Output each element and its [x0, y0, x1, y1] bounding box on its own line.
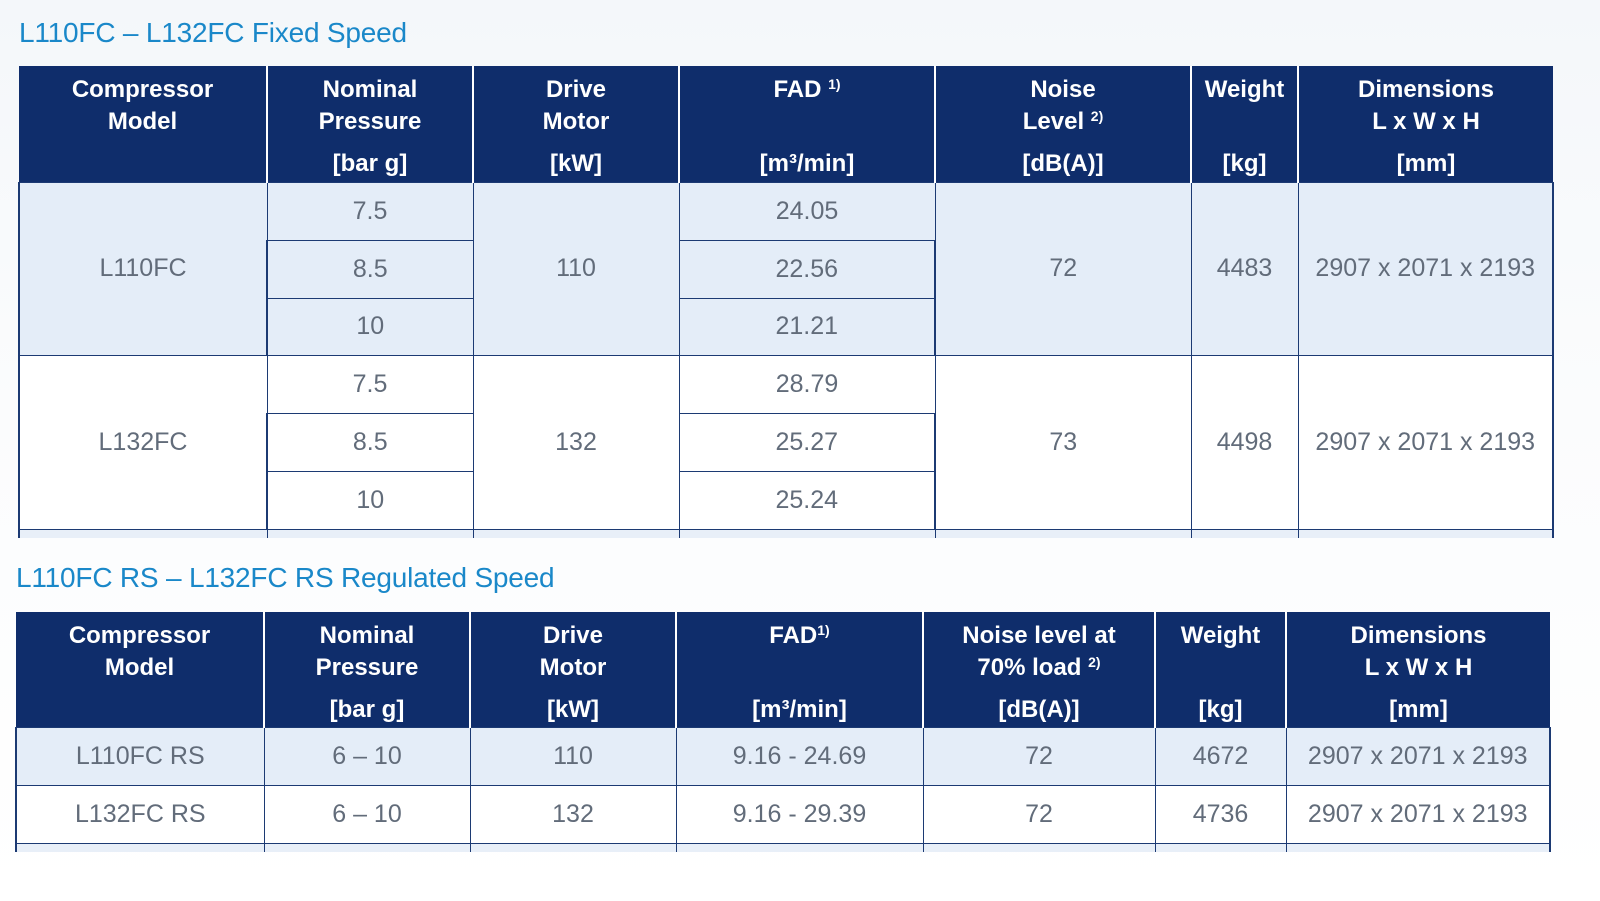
- pressure-cell: 8.5: [266, 239, 474, 299]
- table-row: L132FC RS 6 – 10 132 9.16 - 29.39 72 473…: [15, 784, 1551, 844]
- noise-cell: 72: [922, 726, 1156, 786]
- header-noise-level: Noise level at 70% load 2) [dB(A)]: [922, 612, 1156, 727]
- header-compressor-model: Compressor Model: [16, 612, 265, 727]
- fad-cell: 9.16 - 29.39: [675, 784, 924, 844]
- pressure-cell: 6 – 10: [263, 726, 471, 786]
- fad-cell: 28.79: [678, 354, 936, 414]
- motor-cell: 132: [469, 784, 677, 844]
- noise-cell: 72: [934, 181, 1192, 356]
- fad-cell: 9.16 - 24.69: [675, 726, 924, 786]
- dimensions-cell: 2907 x 2071 x 2193: [1297, 181, 1554, 356]
- header-drive-motor: Drive Motor [kW]: [472, 66, 680, 182]
- header-fad: FAD 1) [m³/min]: [678, 66, 936, 182]
- pressure-cell: 7.5: [266, 181, 474, 241]
- dimensions-cell: 2907 x 2071 x 2193: [1285, 726, 1551, 786]
- table-row-cut-off: [15, 842, 1551, 852]
- footnote-marker: 2): [1090, 108, 1104, 124]
- pressure-cell: 10: [266, 470, 474, 530]
- header-dimensions: Dimensions L x W x H [mm]: [1297, 66, 1553, 182]
- motor-cell: 110: [472, 181, 680, 356]
- footnote-marker: 1): [828, 76, 841, 92]
- weight-cell: 4498: [1190, 354, 1299, 530]
- fixed-speed-table: Compressor Model Nominal Pressure [bar g…: [18, 66, 1554, 538]
- table-row: L132FC 7.5 132 28.79 73 4498 2907 x 2071…: [18, 354, 1554, 530]
- fad-cell: 25.27: [678, 412, 936, 472]
- header-nominal-pressure: Nominal Pressure [bar g]: [266, 66, 474, 182]
- header-weight: Weight [kg]: [1190, 66, 1299, 182]
- table-row: L110FC 7.5 110 24.05 72 4483 2907 x 2071…: [18, 181, 1554, 356]
- table-row: L110FC RS 6 – 10 110 9.16 - 24.69 72 467…: [15, 726, 1551, 786]
- model-cell: L132FC: [18, 354, 268, 530]
- table-row-cut-off: [18, 528, 1554, 538]
- header-fad: FAD1) [m³/min]: [675, 612, 924, 727]
- motor-cell: 132: [472, 354, 680, 530]
- weight-cell: 4483: [1190, 181, 1299, 356]
- header-compressor-model: Compressor Model: [19, 66, 268, 182]
- header-drive-motor: Drive Motor [kW]: [469, 612, 677, 727]
- table-row: 8.5 22.56: [19, 239, 1553, 299]
- table-row: 8.5 25.27: [19, 412, 1553, 472]
- weight-cell: 4672: [1154, 726, 1287, 786]
- noise-cell: 72: [922, 784, 1156, 844]
- fixed-header-row: Compressor Model Nominal Pressure [bar g…: [19, 66, 1553, 182]
- fixed-speed-title: L110FC – L132FC Fixed Speed: [19, 17, 407, 48]
- model-cell: L110FC: [18, 181, 268, 356]
- header-noise-level: Noise Level 2) [dB(A)]: [934, 66, 1192, 182]
- pressure-cell: 6 – 10: [263, 784, 471, 844]
- dimensions-cell: 2907 x 2071 x 2193: [1285, 784, 1551, 844]
- fad-cell: 21.21: [678, 297, 936, 356]
- footnote-marker: 1): [817, 622, 830, 638]
- pressure-cell: 10: [266, 297, 474, 356]
- regulated-speed-title: L110FC RS – L132FC RS Regulated Speed: [16, 562, 555, 593]
- noise-cell: 73: [934, 354, 1192, 530]
- table-row: 10 25.24: [19, 470, 1553, 530]
- fad-cell: 22.56: [678, 239, 936, 299]
- dimensions-cell: 2907 x 2071 x 2193: [1297, 354, 1554, 530]
- regulated-header-row: Compressor Model Nominal Pressure [bar g…: [16, 612, 1550, 727]
- pressure-cell: 8.5: [266, 412, 474, 472]
- header-dimensions: Dimensions L x W x H [mm]: [1285, 612, 1550, 727]
- regulated-speed-table: Compressor Model Nominal Pressure [bar g…: [15, 612, 1551, 852]
- pressure-cell: 7.5: [266, 354, 474, 414]
- footnote-marker: 2): [1088, 654, 1101, 670]
- header-nominal-pressure: Nominal Pressure [bar g]: [263, 612, 471, 727]
- header-weight: Weight [kg]: [1154, 612, 1287, 727]
- fad-cell: 24.05: [678, 181, 936, 241]
- motor-cell: 110: [469, 726, 677, 786]
- weight-cell: 4736: [1154, 784, 1287, 844]
- model-cell: L110FC RS: [15, 726, 265, 786]
- fad-cell: 25.24: [678, 470, 936, 530]
- model-cell: L132FC RS: [15, 784, 265, 844]
